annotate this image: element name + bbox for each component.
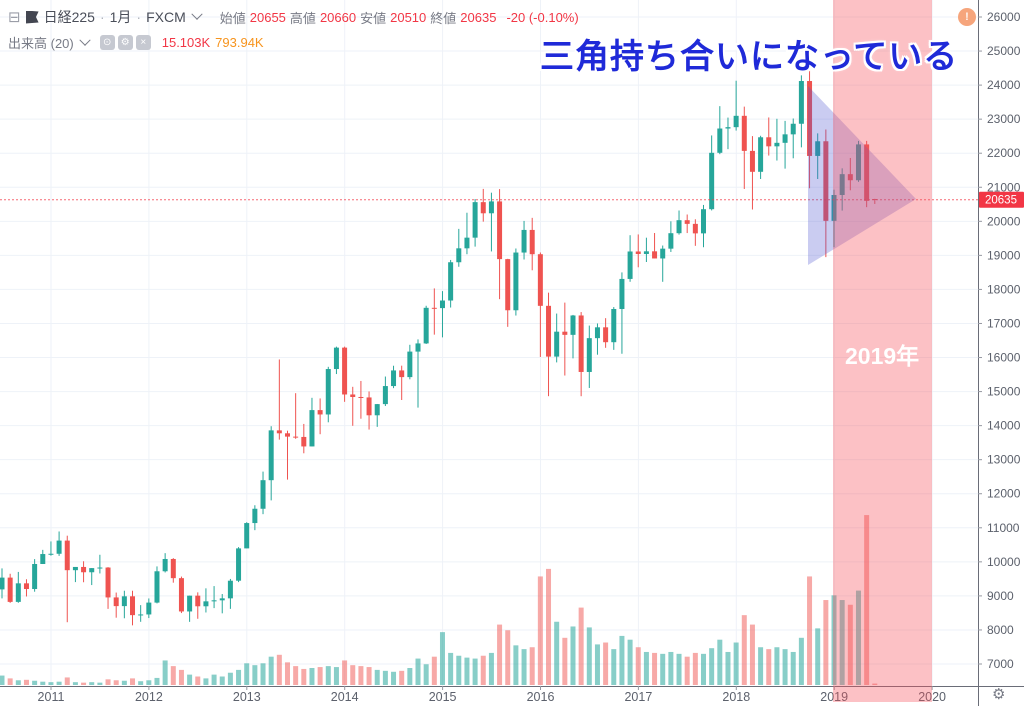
svg-text:25000: 25000 bbox=[987, 44, 1021, 58]
svg-text:20000: 20000 bbox=[987, 214, 1021, 228]
time-axis[interactable]: 2011 2012 2013 2014 2015 2016 2017 2018 2019 2020 bbox=[38, 686, 946, 704]
svg-text:21000: 21000 bbox=[987, 180, 1021, 194]
svg-text:9000: 9000 bbox=[987, 589, 1014, 603]
visibility-icon[interactable]: ⊙ bbox=[99, 35, 115, 50]
chart-settings-gear-icon[interactable]: ⚙ bbox=[992, 686, 1006, 703]
collapse-icon[interactable]: ⊟ bbox=[8, 8, 21, 26]
year-2019-band[interactable] bbox=[833, 0, 932, 702]
svg-text:11000: 11000 bbox=[987, 521, 1020, 535]
high-label: 高値 bbox=[289, 10, 316, 26]
svg-text:15000: 15000 bbox=[987, 385, 1021, 399]
chevron-down-icon[interactable] bbox=[191, 8, 203, 20]
close-label: 終値 bbox=[430, 10, 457, 26]
low-label: 安値 bbox=[360, 10, 387, 26]
svg-text:22000: 22000 bbox=[987, 146, 1021, 160]
grid-lines bbox=[0, 0, 978, 686]
svg-text:2019: 2019 bbox=[820, 690, 848, 704]
svg-text:23000: 23000 bbox=[987, 112, 1021, 126]
chevron-down-icon[interactable] bbox=[79, 34, 91, 46]
svg-text:14000: 14000 bbox=[987, 419, 1021, 433]
svg-text:18000: 18000 bbox=[987, 282, 1021, 296]
year-band-label: 2019年 bbox=[845, 343, 920, 369]
volume-ma-value: 793.94K bbox=[215, 35, 264, 50]
svg-text:8000: 8000 bbox=[987, 623, 1014, 637]
svg-text:2020: 2020 bbox=[918, 690, 946, 704]
gear-icon[interactable]: ⚙ bbox=[117, 35, 133, 50]
svg-text:2014: 2014 bbox=[331, 690, 359, 704]
svg-text:2016: 2016 bbox=[527, 690, 555, 704]
low-value: 20510 bbox=[390, 9, 427, 25]
svg-text:16000: 16000 bbox=[987, 351, 1021, 365]
triangle-drawing[interactable] bbox=[808, 86, 916, 265]
change-value: -20 (-0.10%) bbox=[506, 9, 579, 25]
svg-text:7000: 7000 bbox=[987, 657, 1014, 671]
high-value: 20660 bbox=[319, 9, 357, 25]
volume-study-legend: 出来高 (20) ⊙ ⚙ × 15.103K 793.94K bbox=[8, 33, 264, 52]
symbol-name[interactable]: 日経225 bbox=[43, 9, 95, 25]
svg-text:2017: 2017 bbox=[624, 690, 652, 704]
volume-study-label[interactable]: 出来高 (20) bbox=[8, 36, 74, 51]
alert-marker-icon[interactable]: ! bbox=[958, 8, 976, 26]
close-icon[interactable]: × bbox=[135, 35, 151, 50]
symbol-header: ⊟ 日経225 · 1月 · FXCM 始値 20655 高値 20660 安値… bbox=[8, 7, 579, 27]
svg-text:2013: 2013 bbox=[233, 690, 261, 704]
triangle-pattern-note[interactable]: 三角持ち合いになっている bbox=[540, 38, 959, 76]
separator: · bbox=[99, 9, 105, 25]
svg-text:13000: 13000 bbox=[987, 453, 1021, 467]
svg-text:10000: 10000 bbox=[987, 555, 1021, 569]
svg-text:17000: 17000 bbox=[987, 316, 1021, 330]
ohlc-readout: 始値 20655 高値 20660 安値 20510 終値 20635 -20 … bbox=[220, 8, 579, 27]
study-controls: ⊙ ⚙ × bbox=[99, 35, 151, 50]
svg-text:24000: 24000 bbox=[987, 78, 1021, 92]
volume-value: 15.103K bbox=[161, 35, 211, 50]
svg-text:2018: 2018 bbox=[722, 690, 750, 704]
price-tag: 20635 bbox=[979, 191, 1024, 208]
svg-text:2012: 2012 bbox=[135, 690, 163, 704]
provider-label[interactable]: FXCM bbox=[146, 9, 186, 25]
svg-text:12000: 12000 bbox=[987, 487, 1021, 501]
svg-text:26000: 26000 bbox=[987, 10, 1021, 24]
price-axis[interactable]: 26000 25000 24000 23000 22000 21000 20000 19000… bbox=[978, 10, 1021, 671]
svg-text:2011: 2011 bbox=[38, 690, 65, 704]
open-label: 始値 bbox=[219, 10, 246, 26]
svg-text:2015: 2015 bbox=[429, 690, 457, 704]
timeframe-label[interactable]: 1月 bbox=[109, 9, 132, 25]
svg-text:19000: 19000 bbox=[987, 248, 1021, 262]
volume-bars bbox=[0, 515, 878, 685]
provider-logo-icon bbox=[25, 10, 39, 24]
separator: · bbox=[136, 9, 142, 25]
svg-text:20635: 20635 bbox=[985, 195, 1017, 207]
open-value: 20655 bbox=[249, 9, 286, 25]
candles bbox=[0, 69, 878, 626]
close-value: 20635 bbox=[460, 9, 497, 25]
